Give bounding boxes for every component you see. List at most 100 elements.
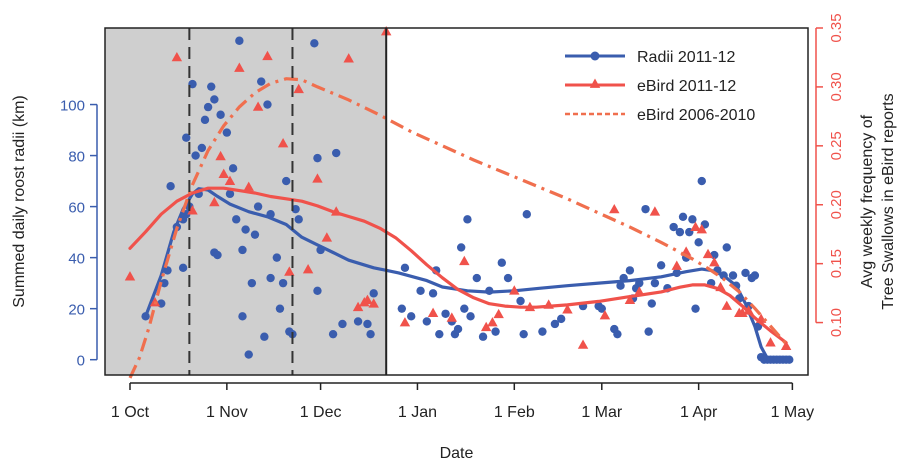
radii-point — [472, 273, 482, 283]
radii-point — [669, 222, 678, 232]
radii-point — [182, 133, 191, 142]
ebird-point — [696, 223, 707, 234]
radii-point — [466, 312, 475, 321]
ebird-point — [362, 294, 373, 305]
radii-point — [272, 253, 282, 262]
ebird-point — [577, 339, 589, 349]
right-axis-label: Avg weekly frequency of — [859, 114, 876, 288]
x-axis-tick-label: 1 Oct — [111, 404, 150, 421]
radii-point — [519, 329, 528, 339]
radii-point — [160, 278, 169, 288]
x-axis-tick-label: 1 Feb — [494, 404, 535, 421]
left-axis-tick-label: 20 — [68, 302, 85, 319]
radii-point — [188, 79, 197, 89]
radii-point — [275, 304, 285, 313]
radii-point — [163, 266, 172, 275]
radii-point — [213, 250, 222, 260]
radii-point — [422, 317, 432, 326]
radii-point — [257, 77, 266, 86]
ebird-point — [243, 181, 254, 191]
ebird-point — [427, 307, 439, 317]
radii-point — [328, 329, 338, 339]
radii-point — [200, 115, 210, 125]
radii-point — [503, 273, 513, 283]
ebird-point — [124, 271, 136, 281]
radii-point — [247, 278, 257, 288]
radii-point — [369, 289, 378, 298]
ebird-point — [252, 101, 264, 111]
radii-point — [207, 82, 216, 91]
right-axis-tick-label: 0.35 — [828, 13, 845, 42]
ebird-point — [343, 53, 354, 63]
axes: 0 20 40 60 80 100 Summed daily roost radii (km… — [11, 13, 897, 462]
ebird-point — [215, 150, 226, 161]
ebird-point — [368, 298, 379, 308]
right-axis-tick-label: 0.20 — [828, 190, 845, 219]
radii-point — [313, 153, 322, 163]
right-axis-label: Tree Swallows in eBird reports — [880, 93, 897, 309]
ebird-point — [487, 317, 498, 327]
x-axis-tick-label: 1 Mar — [581, 404, 623, 421]
ebird-point — [721, 300, 732, 310]
left-axis-tick-label: 60 — [68, 200, 85, 217]
radii-point — [238, 312, 247, 321]
radii-point — [441, 309, 450, 318]
radii-point — [678, 212, 688, 222]
radii-trend-line — [144, 187, 791, 362]
radii-point — [332, 148, 341, 158]
legend-ebird-marker — [589, 78, 601, 88]
legend: Radii 2011-12 eBird 2011-12 eBird 2006-201… — [565, 49, 755, 124]
legend-label: eBird 2011-12 — [637, 78, 736, 95]
radii-point — [400, 263, 410, 273]
radii-point — [263, 100, 272, 109]
radii-point — [491, 327, 500, 336]
left-axis-tick-label: 40 — [68, 251, 85, 268]
radii-point — [197, 143, 207, 153]
ebird-point — [262, 50, 273, 61]
radii-point — [366, 329, 375, 339]
series-layer — [124, 26, 794, 379]
radii-point — [647, 299, 656, 308]
radii-point — [216, 110, 225, 119]
radii-point — [278, 278, 288, 288]
radii-point — [241, 225, 250, 234]
radii-point — [428, 289, 438, 298]
radii-point — [228, 164, 238, 173]
radii-point — [694, 238, 703, 247]
radii-point — [210, 95, 219, 104]
radii-point — [741, 268, 750, 278]
radii-point — [463, 215, 472, 224]
ebird-point — [480, 321, 492, 332]
ebird-point — [293, 83, 304, 94]
radii-point — [516, 296, 525, 306]
radii-point — [416, 286, 425, 296]
right-axis-tick-label: 0.30 — [828, 72, 845, 101]
radii-point — [313, 286, 322, 296]
radii-point — [656, 261, 666, 270]
ebird-point — [171, 51, 183, 62]
radii-point — [644, 327, 653, 336]
radii-point — [203, 102, 213, 112]
radii-point — [691, 304, 700, 313]
ebird-trend-line — [128, 186, 788, 345]
radii-point — [538, 327, 547, 336]
ebird-point — [737, 307, 748, 317]
radii-point — [460, 304, 469, 313]
ebird-point — [187, 205, 198, 215]
radii-point — [597, 304, 606, 313]
radii-point — [253, 202, 263, 211]
right-axis-tick-label: 0.25 — [828, 131, 845, 160]
vertical-markers — [188, 28, 388, 375]
radii-point — [435, 329, 444, 339]
ebird-point — [234, 62, 245, 72]
right-axis-tick-label: 0.10 — [828, 308, 845, 337]
left-axis-tick-label: 0 — [77, 353, 85, 370]
legend-radii-marker — [590, 51, 600, 61]
radii-point — [232, 215, 241, 224]
radii-point — [397, 304, 407, 313]
radii-point — [266, 273, 275, 283]
radii-point — [750, 271, 760, 280]
radii-point — [353, 317, 363, 326]
legend-label: eBird 2006-2010 — [637, 107, 755, 124]
